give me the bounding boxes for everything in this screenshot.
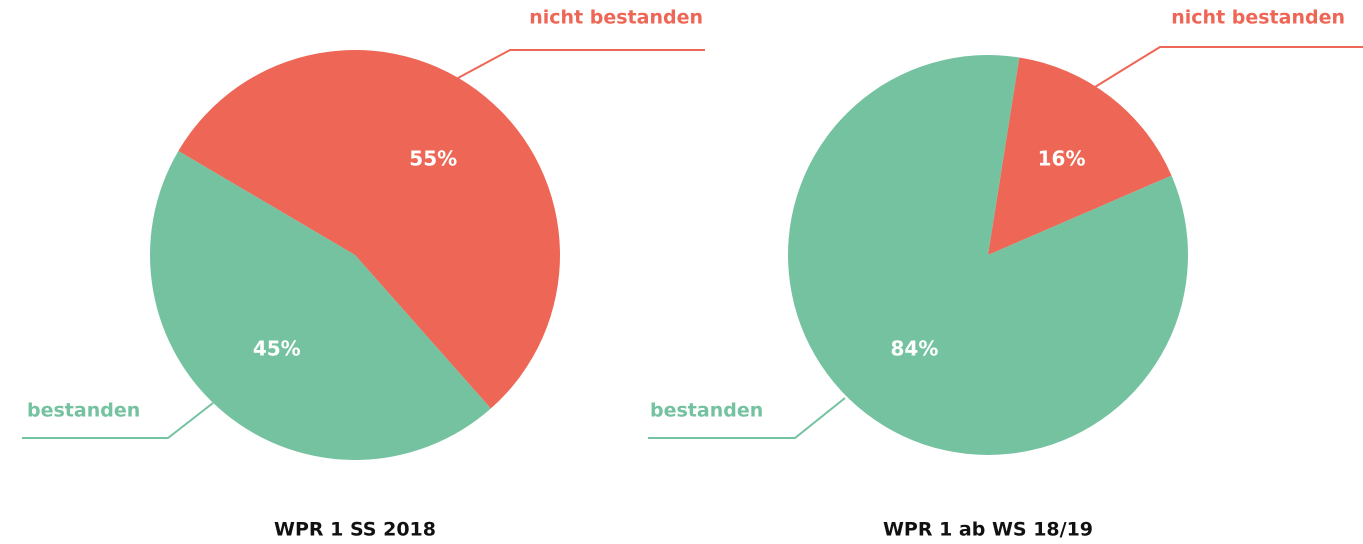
chart-title: WPR 1 ab WS 18/19 (883, 519, 1093, 541)
leader-line (1094, 46, 1363, 88)
slice-label: 45% (253, 336, 301, 360)
pie-slice (988, 57, 1172, 255)
chart-title: WPR 1 SS 2018 (274, 519, 436, 541)
category-label: nicht bestanden (529, 7, 703, 29)
category-label: nicht bestanden (1171, 7, 1345, 29)
pie-slice (150, 150, 491, 460)
slice-label: 84% (891, 336, 939, 360)
category-label: bestanden (27, 400, 140, 422)
leader-line (648, 397, 846, 439)
slice-label: 16% (1038, 147, 1086, 171)
pie-slice (178, 49, 560, 409)
leader-line (457, 49, 705, 79)
slice-label: 55% (409, 147, 457, 171)
pie-slice (787, 54, 1188, 456)
category-label: bestanden (650, 400, 763, 422)
leader-line (22, 402, 214, 439)
